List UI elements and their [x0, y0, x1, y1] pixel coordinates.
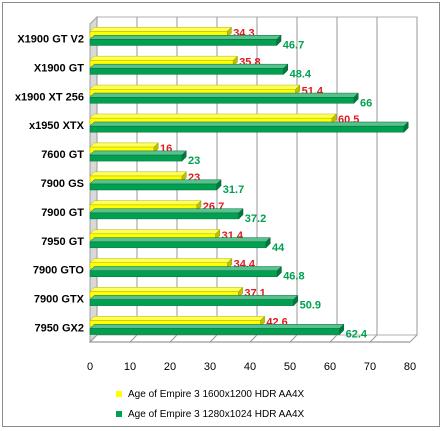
bar-top-face [89, 324, 345, 329]
bar-1280 [89, 328, 340, 335]
legend-item-1280: Age of Empire 3 1280x1024 HDR AA4X [116, 404, 304, 424]
bar-1280 [89, 299, 294, 306]
bar-end-face [403, 121, 409, 133]
category-label: x1950 XTX [29, 120, 85, 132]
bar-top-face [89, 171, 187, 177]
bar-top-face [89, 200, 202, 206]
data-label: 66 [360, 97, 372, 109]
category-label: X1900 GT [34, 62, 84, 74]
legend-item-1600: Age of Empire 3 1600x1200 HDR AA4X [116, 384, 304, 404]
bar-top-face [89, 150, 187, 156]
bar-top-face [89, 179, 222, 185]
bar-top-face [89, 316, 266, 321]
floor-line-70 [369, 334, 378, 343]
bar-1280 [89, 183, 218, 191]
data-label: 44 [272, 242, 285, 254]
bar-top-face [89, 266, 283, 271]
data-label: 46.7 [283, 39, 304, 51]
data-label: 46.8 [283, 271, 304, 283]
floor-line-10 [129, 334, 138, 343]
x-tick-label: 30 [204, 361, 216, 373]
category-label: 7900 GT [41, 207, 84, 219]
category-label: 7950 GT [41, 236, 84, 248]
floor-line-60 [329, 334, 338, 343]
chart-legend: Age of Empire 3 1600x1200 HDR AA4X Age o… [116, 384, 304, 424]
x-tick-label: 80 [404, 361, 416, 373]
bar-top-face [89, 287, 244, 292]
bar-end-face [339, 323, 345, 336]
bar-end-face [276, 34, 282, 47]
bar-top-face [89, 229, 221, 235]
bar-1280 [89, 241, 267, 249]
x-tick-label: 20 [164, 361, 176, 373]
bar-1280 [89, 39, 278, 46]
bar-top-face [89, 295, 299, 300]
bar-top-face [89, 258, 233, 263]
bar-1280 [89, 68, 284, 75]
bar-top-face [89, 113, 337, 119]
data-label: 50.9 [300, 300, 321, 312]
bar-end-face [276, 265, 282, 278]
bar-top-face [89, 92, 359, 98]
data-label: 37.2 [245, 213, 266, 225]
legend-swatch-yellow [116, 391, 122, 397]
bar-1280 [89, 97, 355, 104]
bar-1280 [89, 125, 405, 133]
bar-end-face [283, 63, 289, 75]
data-label: 23 [188, 155, 200, 167]
x-tick-label: 60 [324, 361, 336, 373]
category-label: x1900 XT 256 [15, 91, 84, 103]
x-tick-label: 70 [364, 361, 376, 373]
floor-line-30 [209, 334, 218, 343]
bar-end-face [293, 294, 299, 307]
bar-1280 [89, 270, 278, 277]
floor-line-0 [89, 334, 98, 343]
bar-top-face [89, 35, 282, 40]
x-tick-label: 40 [244, 361, 256, 373]
legend-label-1280: Age of Empire 3 1280x1024 HDR AA4X [128, 408, 305, 420]
bar-end-face [265, 237, 271, 249]
legend-swatch-green [116, 411, 122, 417]
bar-end-face [216, 179, 222, 191]
category-label: 7900 GTX [34, 294, 85, 306]
category-label: 7950 GX2 [34, 323, 84, 335]
x-tick-label: 50 [284, 361, 296, 373]
category-label: X1900 GT V2 [17, 33, 84, 45]
floor-line-80 [409, 334, 418, 343]
bar-end-face [238, 208, 244, 220]
bar-end-face [353, 92, 359, 104]
x-tick-label: 10 [124, 361, 136, 373]
legend-label-1600: Age of Empire 3 1600x1200 HDR AA4X [128, 388, 305, 400]
data-label: 48.4 [290, 68, 312, 80]
bar-1280 [89, 154, 183, 162]
category-label: 7900 GS [41, 178, 84, 190]
bar-top-face [89, 208, 244, 214]
bar-top-face [89, 55, 239, 61]
x-tick-label: 0 [87, 361, 93, 373]
bar-top-face [89, 27, 233, 32]
bar-end-face [181, 150, 187, 162]
bar-top-face [89, 121, 409, 127]
bar-1280 [89, 212, 240, 220]
floor-line-20 [169, 334, 178, 343]
category-label: 7600 GT [41, 149, 84, 161]
bar-top-face [89, 84, 301, 90]
floor-line-40 [249, 334, 258, 343]
bar-top-face [89, 142, 159, 148]
category-label: 7900 GTO [33, 265, 85, 277]
data-label: 62.4 [346, 329, 368, 341]
data-label: 31.7 [223, 184, 244, 196]
bar-top-face [89, 237, 271, 243]
bar-top-face [89, 63, 289, 69]
floor-line-50 [289, 334, 298, 343]
